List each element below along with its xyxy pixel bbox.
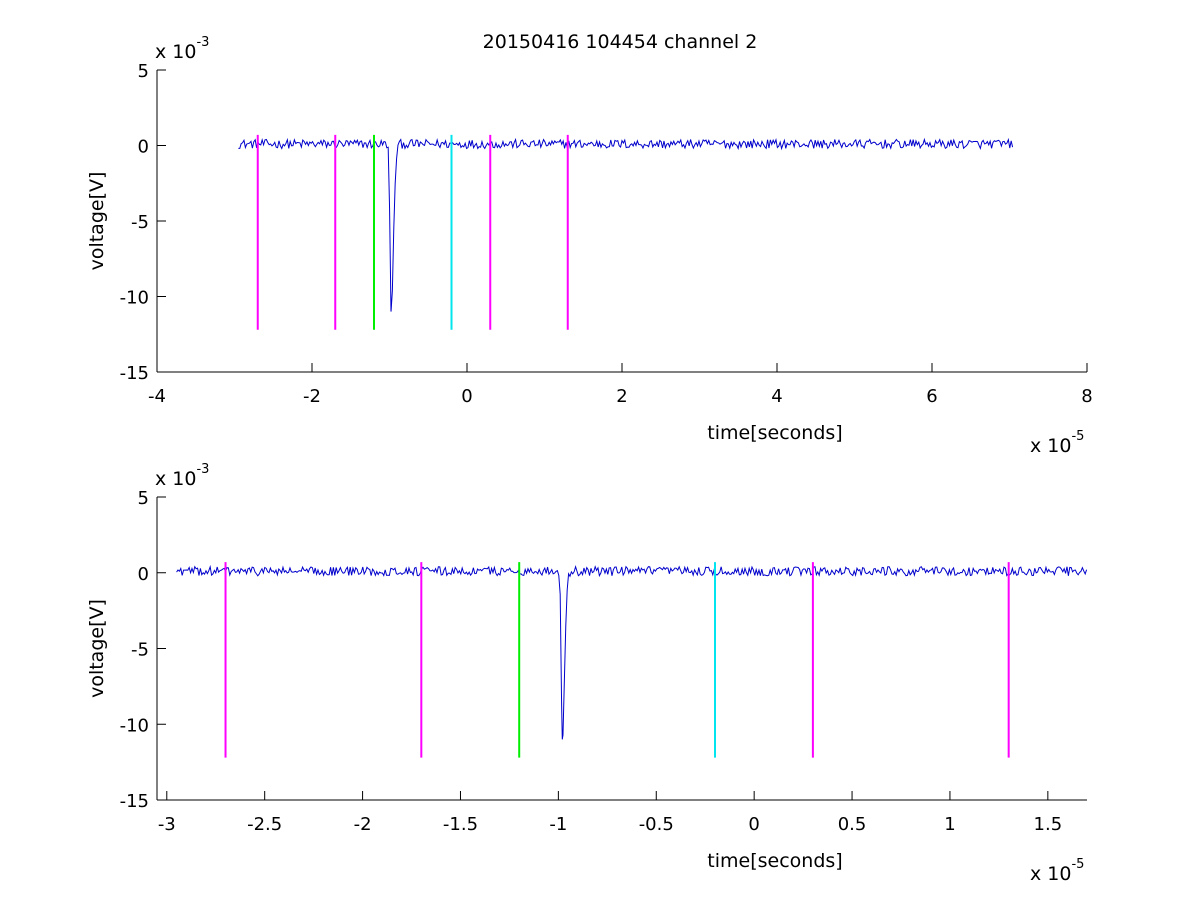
x-exponent-label: x 10-5 [1030,857,1084,885]
x-axis-label: time[seconds] [707,850,842,872]
x-tick-label: 0.5 [838,814,867,835]
figure-title: 20150416 104454 channel 2 [483,31,758,53]
x-tick-label: -0.5 [639,814,674,835]
y-tick-label: -15 [120,791,149,812]
x-exponent-power: -5 [1071,429,1084,444]
x-tick-label: -3 [158,814,176,835]
x-tick-label: 0 [461,386,472,407]
x-tick-label: 1.5 [1034,814,1063,835]
y-tick-label: 5 [138,488,149,509]
y-exponent-label: x 10-3 [155,35,209,63]
x-tick-label: -2 [354,814,372,835]
y-tick-label: 5 [138,61,149,82]
x-tick-label: 1 [944,814,955,835]
x-tick-label: 2 [616,386,627,407]
x-tick-label: 4 [771,386,782,407]
y-tick-label: -10 [120,288,149,309]
y-exponent-power: -3 [196,35,209,50]
y-tick-label: -5 [131,640,149,661]
x-exponent-label: x 10-5 [1030,429,1084,457]
y-exponent-base: x 10 [155,468,196,490]
top-plot: -4 -2 0 2 4 6 8 -15 -10 -5 0 5 time[seconds] voltage[… [86,35,1093,457]
x-tick-label: 0 [748,814,759,835]
x-tick-label: -4 [148,386,166,407]
x-tick-label: -1.5 [443,814,478,835]
y-tick-label: 0 [138,564,149,585]
y-exponent-power: -3 [196,462,209,477]
y-tick-label: -15 [120,363,149,384]
signal-line [238,137,1014,312]
x-tick-label: -2.5 [247,814,282,835]
x-exponent-base: x 10 [1030,863,1071,885]
bottom-plot: -3 -2.5 -2 -1.5 -1 -0.5 0 0.5 1 1.5 -15 -10 -5 0 5 time… [86,462,1088,885]
x-axis-label: time[seconds] [707,422,842,444]
y-axis-label: voltage[V] [86,599,108,698]
x-tick-label: 8 [1081,386,1092,407]
y-tick-label: -5 [131,212,149,233]
y-exponent-base: x 10 [155,41,196,63]
y-tick-label: -10 [120,715,149,736]
x-tick-label: -1 [549,814,567,835]
y-exponent-label: x 10-3 [155,462,209,490]
x-tick-label: -2 [303,386,321,407]
x-exponent-base: x 10 [1030,435,1071,457]
x-exponent-power: -5 [1071,857,1084,872]
y-axis-label: voltage[V] [86,172,108,271]
signal-line [176,564,1088,740]
x-tick-label: 6 [926,386,937,407]
y-tick-label: 0 [138,137,149,158]
